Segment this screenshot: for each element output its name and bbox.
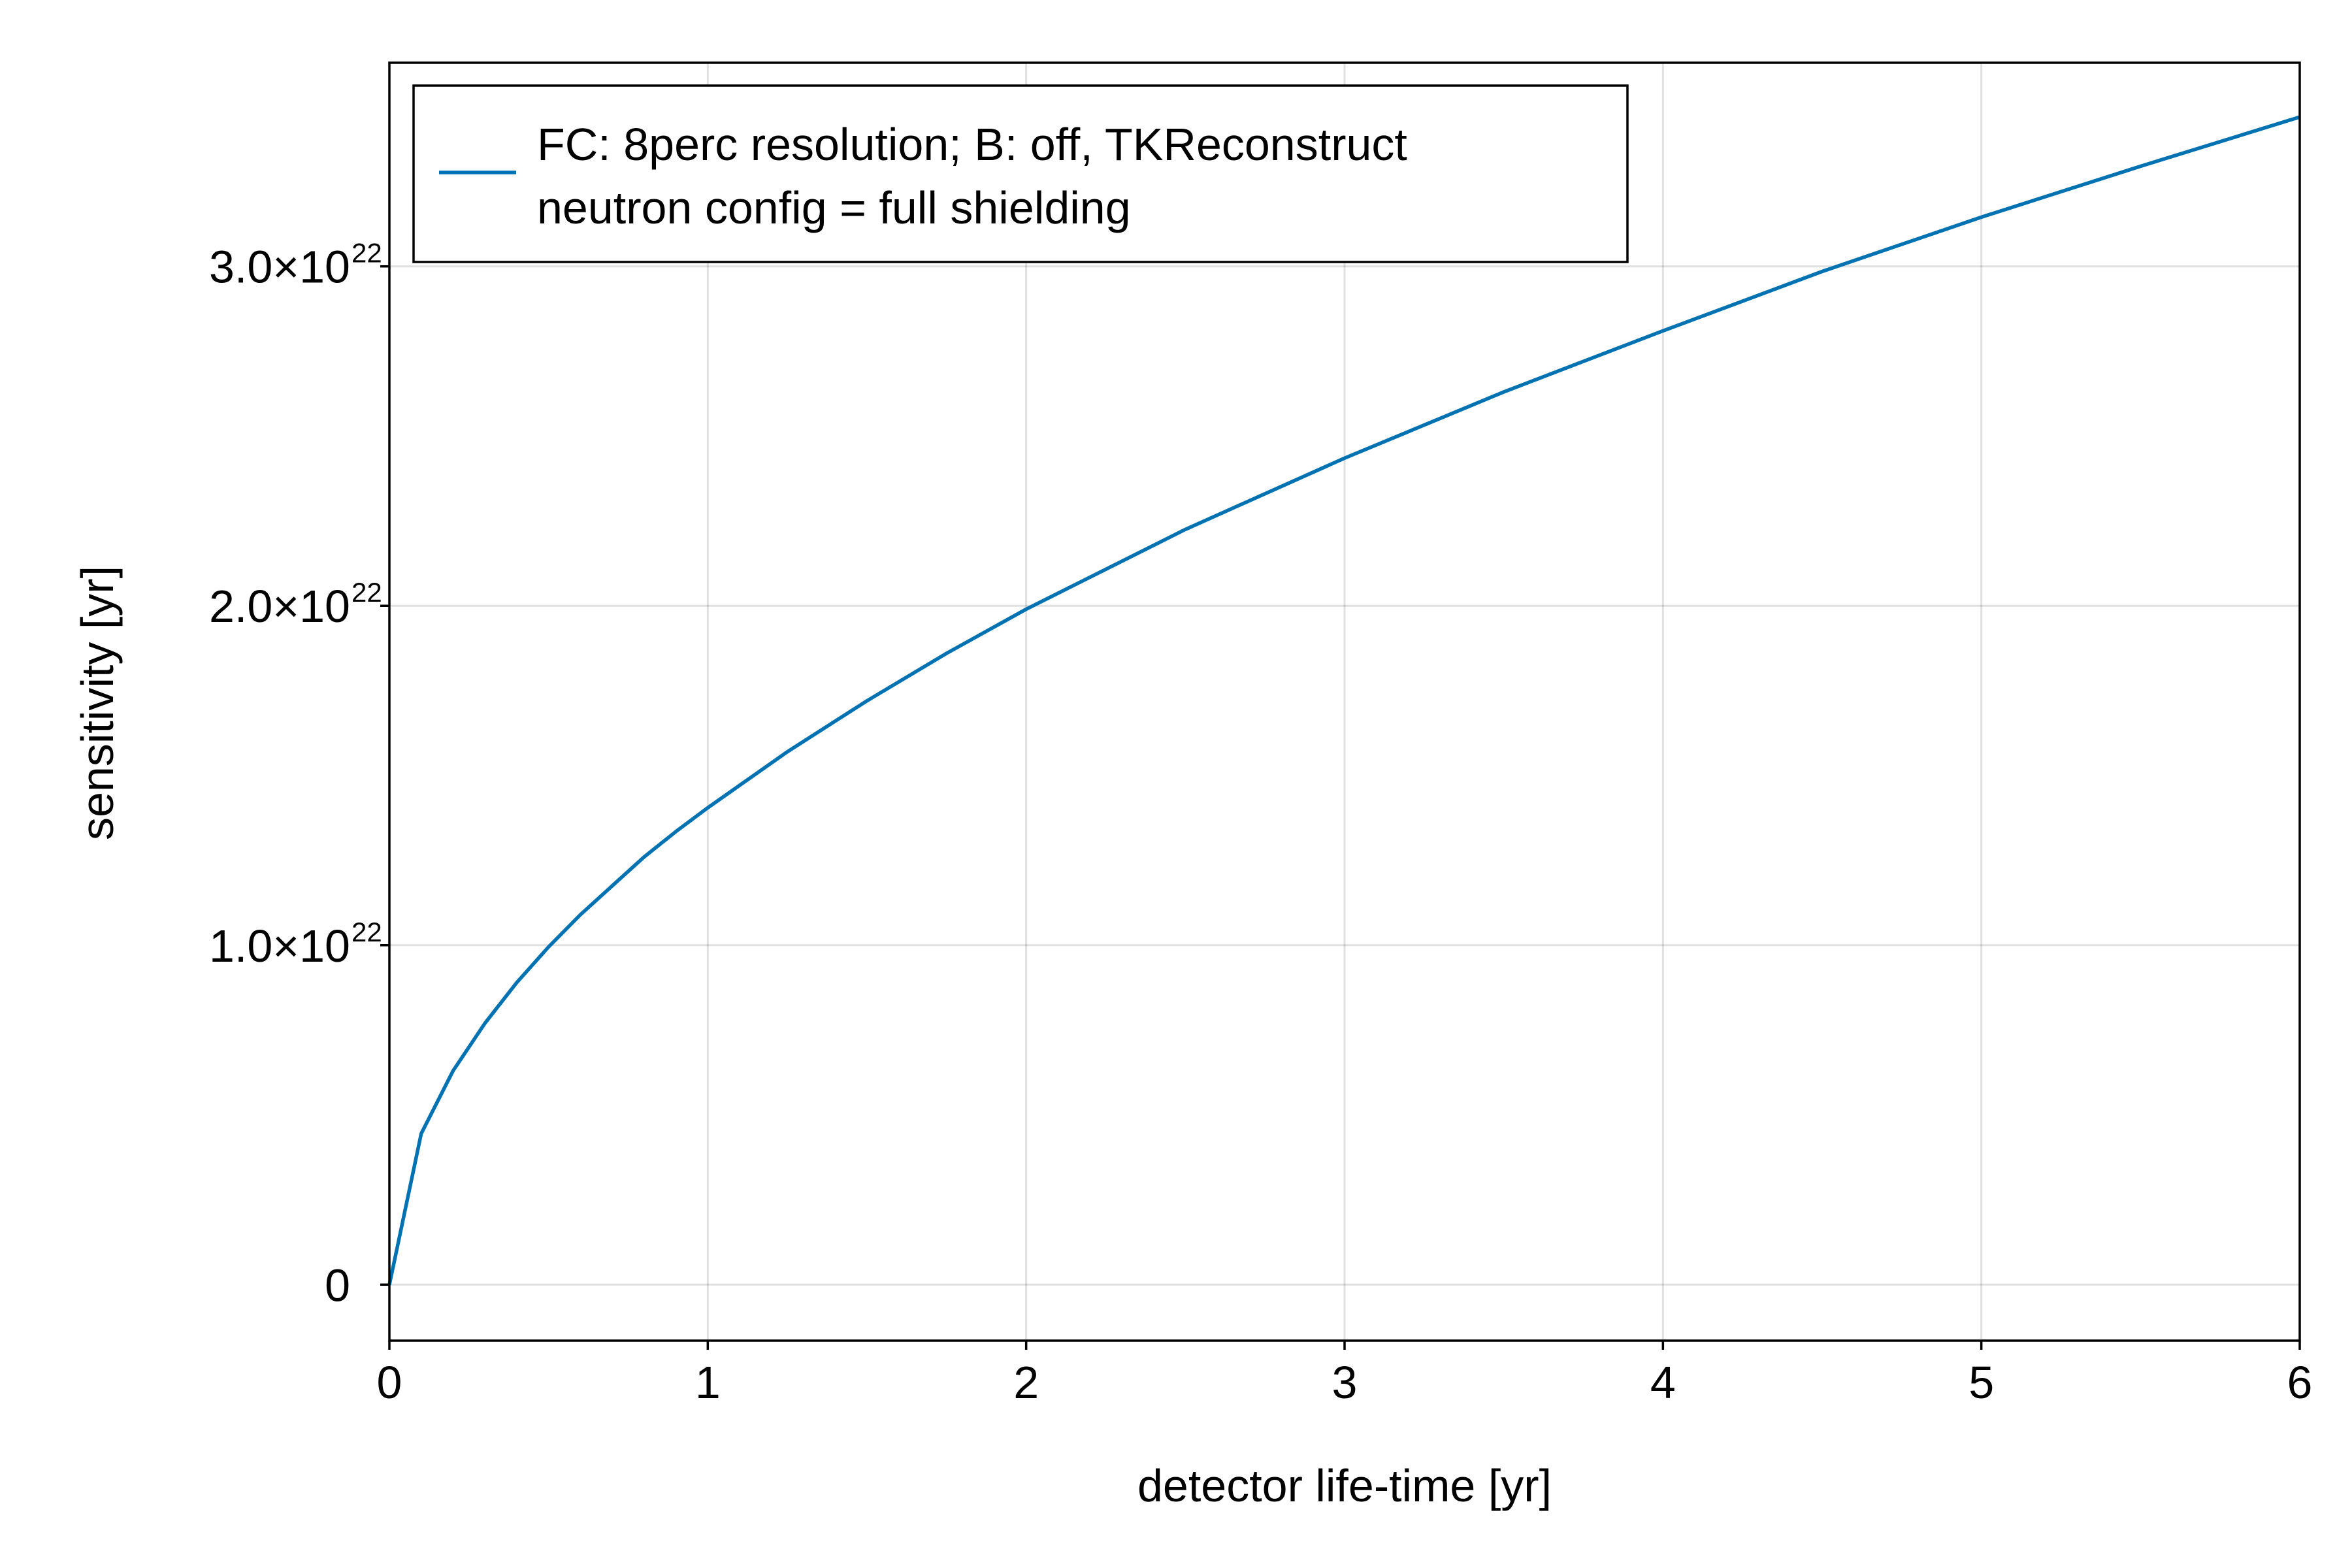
y-tick-label: 1.0×10 bbox=[209, 921, 350, 972]
x-tick-label: 5 bbox=[1968, 1357, 1994, 1408]
legend-entry-text: FC: 8perc resolution; B: off, TKReconstr… bbox=[537, 119, 1407, 170]
x-axis-ticks: 0 1 2 3 4 5 6 bbox=[377, 1341, 2313, 1408]
y-tick-label: 2.0×10 bbox=[209, 581, 350, 632]
x-tick-label: 0 bbox=[377, 1357, 402, 1408]
legend-entry-text: neutron config = full shielding bbox=[537, 182, 1131, 233]
y-tick-label: 0 bbox=[325, 1260, 350, 1311]
grid-lines bbox=[388, 63, 2301, 1341]
y-axis-label: sensitivity [yr] bbox=[72, 566, 123, 840]
series-layer bbox=[387, 115, 2300, 1285]
x-tick-label: 4 bbox=[1650, 1357, 1676, 1408]
y-tick-label: 3.0×10 bbox=[209, 242, 350, 293]
y-tick-exponent: 22 bbox=[351, 577, 382, 608]
x-tick-label: 1 bbox=[695, 1357, 721, 1408]
legend: FC: 8perc resolution; B: off, TKReconstr… bbox=[412, 84, 1629, 263]
y-tick-exponent: 22 bbox=[351, 917, 382, 947]
x-tick-label: 6 bbox=[2287, 1357, 2313, 1408]
x-axis-label: detector life-time [yr] bbox=[1137, 1460, 1552, 1511]
x-tick-label: 2 bbox=[1013, 1357, 1039, 1408]
x-tick-label: 3 bbox=[1332, 1357, 1358, 1408]
y-axis-ticks: 01.0×10 222.0×10 223.0×10 22 bbox=[209, 238, 389, 1311]
y-tick-exponent: 22 bbox=[351, 238, 382, 269]
series-line-0 bbox=[387, 115, 2300, 1285]
legend-box bbox=[412, 84, 1629, 263]
